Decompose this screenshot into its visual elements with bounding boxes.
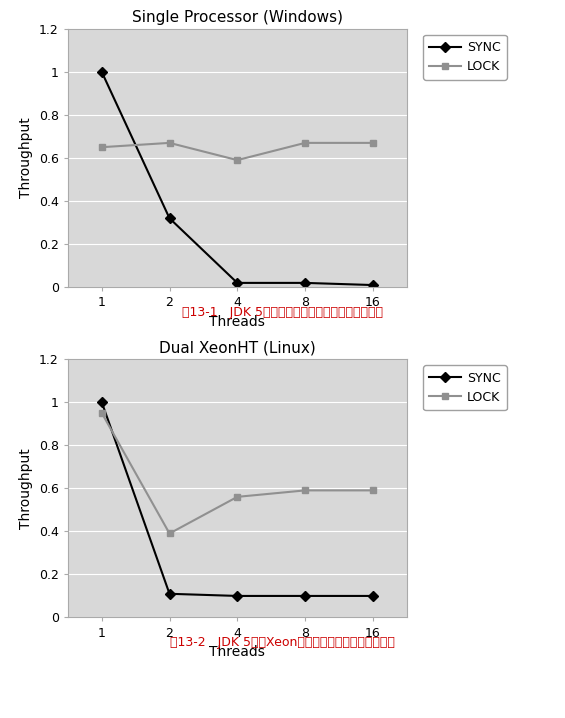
X-axis label: Threads: Threads [210, 645, 265, 659]
LOCK [370, 139, 376, 147]
X-axis label: Threads: Threads [210, 314, 265, 329]
Y-axis label: Throughput: Throughput [19, 448, 33, 528]
LOCK [302, 139, 308, 147]
LOCK [166, 529, 173, 538]
Text: 图13-2   JDK 5、双Xeon处理器下两种锁的吞吐量对比: 图13-2 JDK 5、双Xeon处理器下两种锁的吞吐量对比 [170, 636, 395, 649]
LOCK [234, 493, 241, 501]
LOCK [98, 143, 105, 151]
SYNC [370, 592, 376, 600]
Title: Dual XeonHT (Linux): Dual XeonHT (Linux) [159, 340, 316, 355]
SYNC [302, 592, 308, 600]
SYNC [370, 281, 376, 289]
Legend: SYNC, LOCK: SYNC, LOCK [423, 365, 507, 410]
LOCK [370, 486, 376, 495]
SYNC [166, 589, 173, 598]
Y-axis label: Throughput: Throughput [19, 118, 33, 198]
SYNC [302, 279, 308, 287]
Text: 图13-1   JDK 5、单核处理器下两种锁的吞吐量对比: 图13-1 JDK 5、单核处理器下两种锁的吞吐量对比 [182, 306, 383, 319]
SYNC [166, 214, 173, 223]
Line: LOCK: LOCK [98, 409, 376, 537]
LOCK [166, 139, 173, 147]
SYNC [98, 67, 105, 76]
SYNC [234, 592, 241, 600]
LOCK [98, 409, 105, 417]
Line: SYNC: SYNC [98, 68, 376, 289]
SYNC [234, 279, 241, 287]
SYNC [98, 398, 105, 406]
Title: Single Processor (Windows): Single Processor (Windows) [132, 10, 343, 25]
Line: LOCK: LOCK [98, 139, 376, 164]
LOCK [234, 156, 241, 164]
Legend: SYNC, LOCK: SYNC, LOCK [423, 35, 507, 80]
LOCK [302, 486, 308, 495]
Line: SYNC: SYNC [98, 398, 376, 600]
